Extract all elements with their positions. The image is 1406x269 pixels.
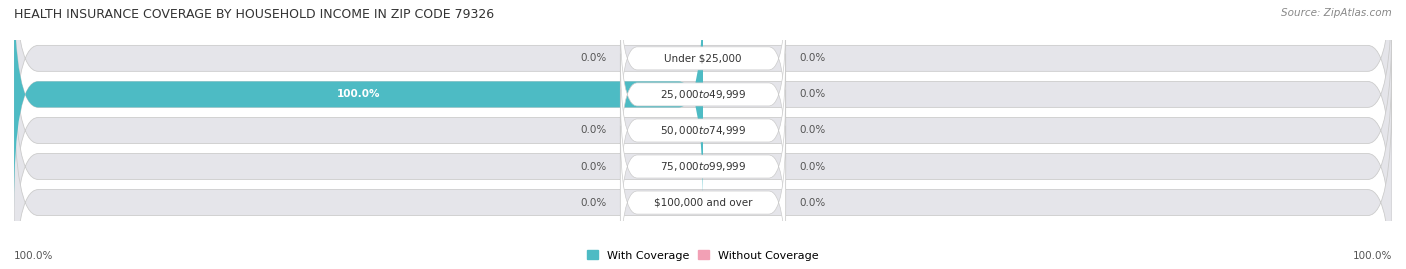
FancyBboxPatch shape <box>14 89 1392 269</box>
Text: 100.0%: 100.0% <box>14 251 53 261</box>
Text: 100.0%: 100.0% <box>337 89 380 100</box>
Text: 0.0%: 0.0% <box>800 197 825 208</box>
Text: HEALTH INSURANCE COVERAGE BY HOUSEHOLD INCOME IN ZIP CODE 79326: HEALTH INSURANCE COVERAGE BY HOUSEHOLD I… <box>14 8 494 21</box>
FancyBboxPatch shape <box>620 126 786 269</box>
Text: $50,000 to $74,999: $50,000 to $74,999 <box>659 124 747 137</box>
Text: 0.0%: 0.0% <box>581 125 606 136</box>
FancyBboxPatch shape <box>14 0 703 208</box>
Text: $75,000 to $99,999: $75,000 to $99,999 <box>659 160 747 173</box>
FancyBboxPatch shape <box>14 0 1392 172</box>
FancyBboxPatch shape <box>620 0 786 135</box>
Text: 0.0%: 0.0% <box>581 161 606 172</box>
FancyBboxPatch shape <box>14 53 1392 269</box>
Text: 0.0%: 0.0% <box>581 197 606 208</box>
Legend: With Coverage, Without Coverage: With Coverage, Without Coverage <box>588 250 818 261</box>
Text: 0.0%: 0.0% <box>800 161 825 172</box>
Text: 0.0%: 0.0% <box>800 53 825 63</box>
FancyBboxPatch shape <box>14 17 1392 244</box>
Text: 0.0%: 0.0% <box>800 125 825 136</box>
FancyBboxPatch shape <box>620 90 786 243</box>
Text: $100,000 and over: $100,000 and over <box>654 197 752 208</box>
Text: $25,000 to $49,999: $25,000 to $49,999 <box>659 88 747 101</box>
Text: 100.0%: 100.0% <box>1353 251 1392 261</box>
Text: Under $25,000: Under $25,000 <box>664 53 742 63</box>
Text: Source: ZipAtlas.com: Source: ZipAtlas.com <box>1281 8 1392 18</box>
Text: 0.0%: 0.0% <box>800 89 825 100</box>
FancyBboxPatch shape <box>14 0 1392 208</box>
FancyBboxPatch shape <box>620 18 786 171</box>
Text: 0.0%: 0.0% <box>581 53 606 63</box>
FancyBboxPatch shape <box>620 54 786 207</box>
